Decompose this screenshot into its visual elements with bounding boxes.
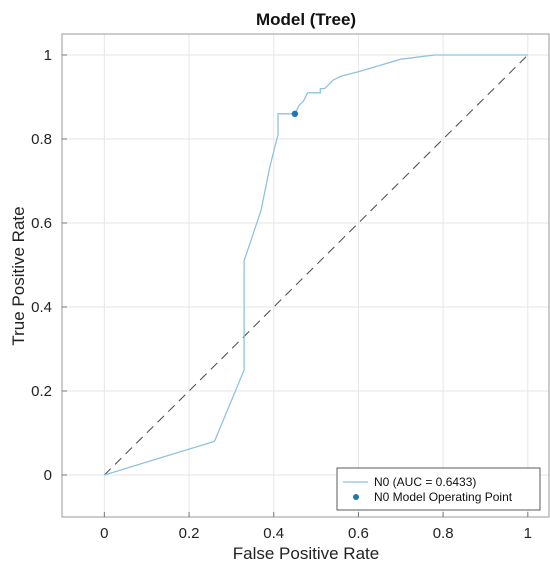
legend-label-roc: N0 (AUC = 0.6433) bbox=[374, 475, 476, 489]
plot-area-border bbox=[61, 33, 550, 518]
x-tick-label: 1 bbox=[524, 525, 532, 542]
x-tick-label: 0 bbox=[100, 525, 108, 542]
x-tick-label: 0.8 bbox=[433, 525, 454, 542]
grid bbox=[62, 34, 549, 517]
y-axis-ticks: 0 0.2 0.4 0.6 0.8 1 bbox=[31, 47, 67, 484]
x-tick-label: 0.6 bbox=[348, 525, 369, 542]
x-axis-ticks: 0 0.2 0.4 0.6 0.8 1 bbox=[100, 512, 532, 542]
diagonal-reference-line bbox=[103, 54, 529, 476]
y-tick-label: 0 bbox=[44, 467, 52, 484]
chart-title: Model (Tree) bbox=[256, 10, 356, 29]
x-axis-label: False Positive Rate bbox=[233, 544, 379, 563]
roc-curve-line bbox=[104, 54, 528, 476]
y-tick-label: 0.8 bbox=[31, 131, 52, 148]
y-axis-label: True Positive Rate bbox=[9, 206, 28, 345]
legend-box bbox=[336, 467, 541, 511]
operating-point-marker bbox=[291, 110, 299, 118]
legend-point-swatch bbox=[353, 494, 359, 500]
y-tick-label: 0.6 bbox=[31, 215, 52, 232]
legend: N0 (AUC = 0.6433) N0 Model Operating Poi… bbox=[336, 467, 541, 511]
y-tick-label: 0.2 bbox=[31, 383, 52, 400]
y-tick-label: 1 bbox=[44, 47, 52, 64]
x-tick-label: 0.2 bbox=[179, 525, 200, 542]
x-tick-label: 0.4 bbox=[263, 525, 284, 542]
y-tick-label: 0.4 bbox=[31, 299, 52, 316]
plot-series bbox=[103, 54, 529, 476]
legend-label-operating-point: N0 Model Operating Point bbox=[374, 490, 513, 504]
